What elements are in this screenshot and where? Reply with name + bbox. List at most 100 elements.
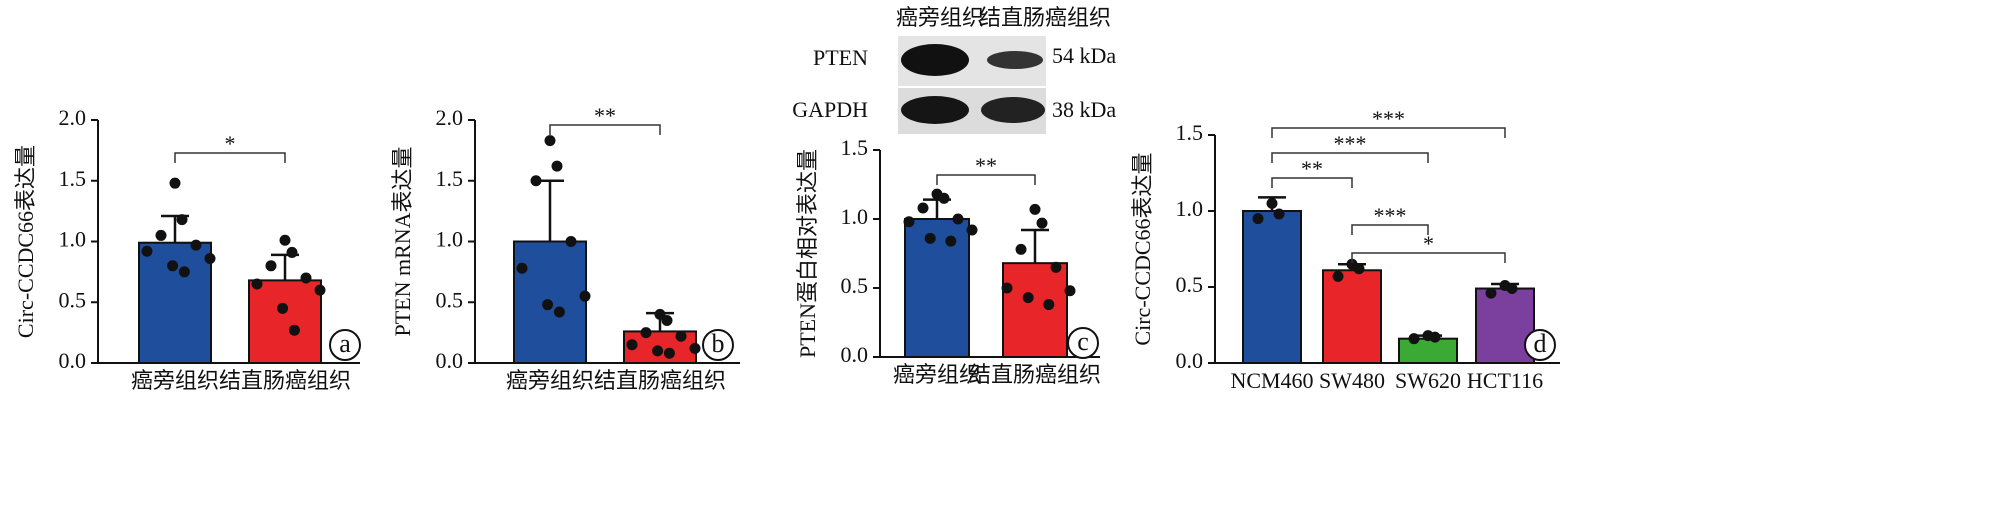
data-point <box>155 229 167 241</box>
x-tick-label: 结直肠癌组织 <box>594 368 726 393</box>
data-point <box>542 299 554 311</box>
significance-bracket <box>1271 152 1429 163</box>
data-point <box>167 260 179 272</box>
data-point <box>178 266 190 278</box>
data-point <box>1050 261 1062 273</box>
data-point <box>917 202 929 214</box>
y-tick-label: 1.0 <box>436 227 464 252</box>
data-point <box>1015 243 1027 255</box>
data-point <box>1064 285 1076 297</box>
panel-label: c <box>1077 327 1089 356</box>
panel-label-circle <box>1067 327 1099 359</box>
data-point <box>1266 197 1278 209</box>
bar <box>138 241 212 364</box>
significance-label: ** <box>975 153 997 178</box>
western-blot: 癌旁组织 结直肠癌组织 PTEN GAPDH 54 kDa 38 kDa <box>792 5 1116 134</box>
data-point <box>286 246 298 258</box>
panel-label: d <box>1534 329 1547 358</box>
y-axis-label: PTEN蛋白相对表达量 <box>795 149 820 358</box>
significance-label: * <box>1423 231 1434 256</box>
data-point <box>1029 203 1041 215</box>
y-tick-label: 0.5 <box>59 287 87 312</box>
data-point <box>675 330 687 342</box>
significance-bracket <box>936 174 1036 185</box>
panel-label-circle <box>702 329 734 361</box>
panel-label: a <box>339 329 351 358</box>
error-bar <box>1021 228 1049 264</box>
data-point <box>1506 283 1518 295</box>
data-point <box>689 342 701 354</box>
significance-bracket <box>1351 224 1429 235</box>
y-tick-label: 1.5 <box>1176 120 1204 145</box>
data-point <box>1252 213 1264 225</box>
y-tick-label: 0.5 <box>436 287 464 312</box>
error-bar <box>536 179 564 242</box>
y-tick-label: 1.5 <box>841 135 869 160</box>
data-point <box>1429 331 1441 343</box>
data-point <box>938 192 950 204</box>
significance-label: ** <box>1301 156 1323 181</box>
data-point <box>288 324 300 336</box>
significance-label: * <box>225 131 236 156</box>
data-point <box>277 302 289 314</box>
x-tick-label: 癌旁组织 <box>893 362 981 387</box>
data-point <box>1001 282 1013 294</box>
y-tick-label: 2.0 <box>436 105 464 130</box>
data-point <box>1043 299 1055 311</box>
significance-bracket <box>1351 252 1506 263</box>
y-tick-label: 1.5 <box>59 166 87 191</box>
bar <box>1398 337 1458 364</box>
significance-label: *** <box>1374 203 1407 228</box>
data-point <box>663 347 675 359</box>
blot-protein: PTEN <box>813 45 868 70</box>
y-tick-label: 1.0 <box>841 204 869 229</box>
data-point <box>553 306 565 318</box>
significance-bracket <box>174 152 286 163</box>
data-point <box>190 239 202 251</box>
significance-bracket <box>549 124 661 135</box>
data-point <box>141 245 153 257</box>
data-point <box>530 175 542 187</box>
y-tick-label: 1.0 <box>59 227 87 252</box>
data-point <box>626 339 638 351</box>
y-tick-label: 0.0 <box>59 348 87 373</box>
panel-label: b <box>712 329 725 358</box>
x-tick-label: 癌旁组织 <box>506 368 594 393</box>
y-tick-label: 2.0 <box>59 105 87 130</box>
x-tick-label: NCM460 <box>1230 368 1313 393</box>
data-point <box>265 260 277 272</box>
y-tick-label: 1.0 <box>1176 196 1204 221</box>
y-axis-label: PTEN mRNA表达量 <box>390 146 415 336</box>
y-tick-label: 0.0 <box>841 342 869 367</box>
y-tick-label: 0.0 <box>436 348 464 373</box>
data-point <box>924 232 936 244</box>
bar <box>248 279 322 365</box>
y-tick-label: 0.5 <box>841 273 869 298</box>
blot-band <box>901 96 969 124</box>
data-point <box>1036 217 1048 229</box>
panel-label-circle <box>1524 329 1556 361</box>
data-point <box>652 345 664 357</box>
x-tick-label: SW480 <box>1319 368 1385 393</box>
data-point <box>176 214 188 226</box>
y-axis-label: Circ-CCDC66表达量 <box>1130 152 1155 345</box>
significance-label: *** <box>1372 106 1405 131</box>
data-point <box>565 236 577 247</box>
bar <box>1322 269 1382 364</box>
bar <box>904 218 970 358</box>
blot-band <box>981 97 1045 123</box>
significance-bracket <box>1271 127 1506 138</box>
data-point <box>1485 287 1497 299</box>
data-point <box>952 213 964 225</box>
data-point <box>204 253 216 265</box>
y-tick-label: 0.0 <box>1176 348 1204 373</box>
bar <box>1002 262 1068 358</box>
data-point <box>661 314 673 326</box>
blot-protein: GAPDH <box>792 97 868 122</box>
blot-size: 38 kDa <box>1052 97 1116 122</box>
panel-label-circle <box>329 329 361 361</box>
x-tick-label: 癌旁组织 <box>131 368 219 393</box>
data-point <box>903 216 915 228</box>
significance-label: *** <box>1334 131 1367 156</box>
data-point <box>251 278 263 290</box>
